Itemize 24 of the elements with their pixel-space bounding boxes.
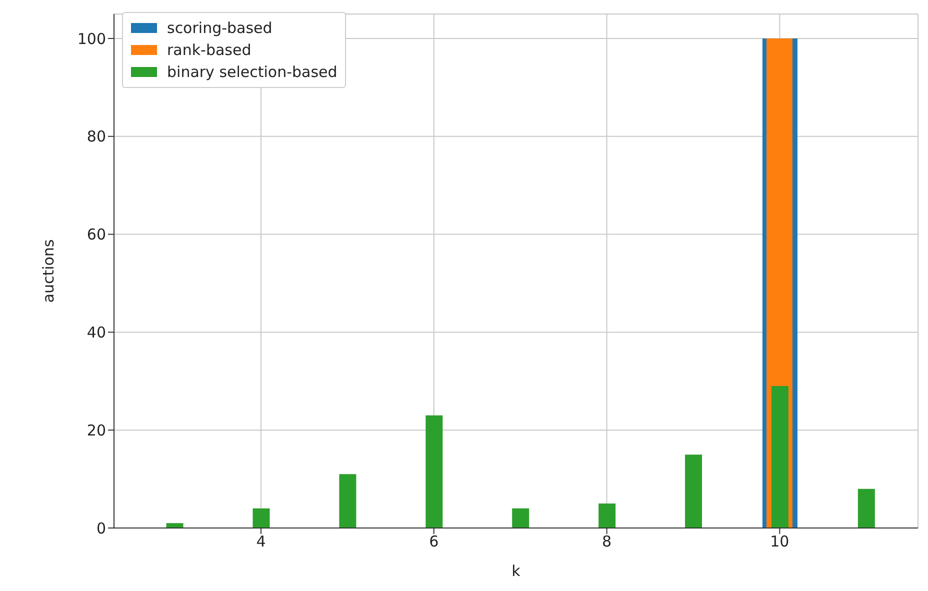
bar [858, 488, 875, 528]
bar [771, 386, 788, 528]
bar [166, 523, 184, 528]
bar [426, 415, 443, 528]
y-axis-title: auctions [39, 239, 58, 303]
legend-label: scoring-based [167, 18, 272, 39]
y-tick-label: 100 [77, 30, 106, 48]
x-tick-label: 4 [256, 532, 266, 551]
bar [598, 504, 616, 528]
legend-label: rank-based [167, 40, 252, 61]
bar [339, 474, 356, 528]
bar [512, 508, 530, 528]
bar [252, 508, 270, 528]
y-tick-label: 20 [86, 421, 106, 440]
x-tick-label: 6 [429, 532, 439, 551]
y-tick-label: 40 [86, 324, 106, 342]
x-axis-title: k [512, 562, 521, 580]
x-tick-label: 8 [602, 532, 612, 551]
y-tick-label: 80 [86, 128, 106, 146]
y-tick-label: 0 [96, 519, 106, 538]
y-tick-label: 60 [86, 226, 106, 244]
x-tick-label: 10 [770, 532, 790, 551]
bar [685, 454, 702, 528]
legend-label: binary selection-based [167, 62, 338, 83]
